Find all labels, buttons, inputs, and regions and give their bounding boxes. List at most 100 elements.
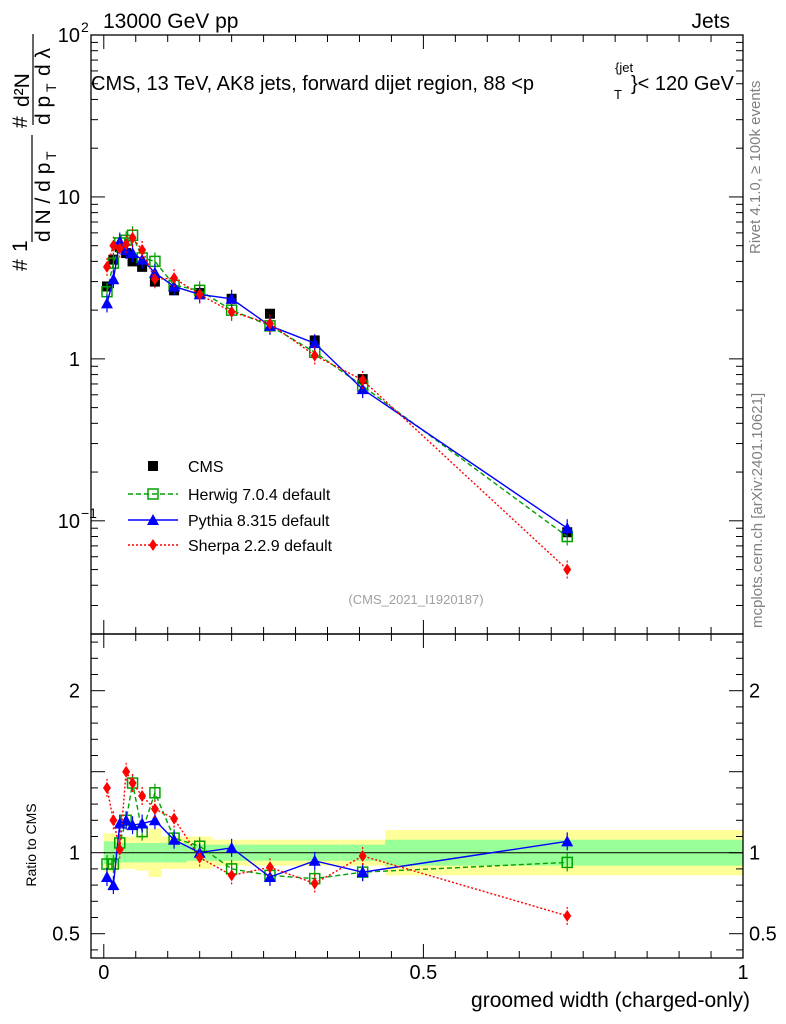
y-tick-label: 10 [58, 511, 80, 533]
data-point-sherpa [115, 843, 124, 856]
data-point-sherpa [265, 861, 274, 874]
ratio-y-axis-label: Ratio to CMS [23, 803, 39, 886]
data-point-pythia [100, 297, 113, 309]
series-pythia [100, 811, 574, 895]
data-point-pythia [136, 817, 149, 829]
data-point-pythia [107, 879, 120, 891]
plot-title-sup: {jet [615, 60, 633, 75]
data-point-sherpa [227, 305, 236, 318]
data-point-pythia [561, 835, 574, 847]
legend-label-herwig: Herwig 7.0.4 default [188, 487, 331, 504]
data-point-pythia [126, 819, 139, 831]
data-point-pythia [308, 854, 321, 866]
main-y-axis-label: # 1 d N / d p T # d²N d p T d λ [9, 34, 59, 271]
ratio-frame [90, 633, 744, 959]
y-tick-label: 10 [58, 25, 80, 47]
data-point-pythia [136, 253, 149, 265]
svg-text:1: 1 [9, 240, 32, 252]
svg-text:d N / d p: d N / d p [32, 163, 55, 242]
data-point-sherpa [115, 242, 124, 255]
data-point-pythia [168, 833, 181, 845]
ratio-y-tick-label: 1 [69, 843, 80, 865]
data-point-sherpa [358, 374, 367, 387]
data-point-pythia [107, 273, 120, 285]
svg-text:d²N: d²N [11, 73, 34, 107]
data-point-sherpa [128, 231, 137, 244]
data-point-sherpa [170, 812, 179, 825]
ratio-y-tick-label: 0.5 [52, 924, 80, 946]
x-tick-label: 0.5 [409, 962, 437, 984]
data-point-herwig [561, 856, 573, 869]
ratio-y-tick-label-right: 0.5 [749, 924, 777, 946]
plot-title: CMS, 13 TeV, AK8 jets, forward dijet reg… [91, 60, 735, 102]
data-point-pythia [225, 841, 238, 853]
legend-label-cms: CMS [188, 459, 224, 476]
y-tick-exponent: 2 [81, 19, 89, 35]
series-line-sherpa [106, 236, 568, 571]
data-point-sherpa [563, 563, 572, 576]
data-point-sherpa [122, 765, 131, 778]
x-axis-label: groomed width (charged-only) [471, 989, 750, 1012]
data-point-pythia [148, 814, 161, 826]
legend-marker-sherpa [149, 539, 157, 551]
energy-label: 13000 GeV pp [103, 10, 238, 33]
data-point-pythia [263, 871, 276, 882]
data-point-pythia [225, 292, 238, 304]
data-point-sherpa [195, 851, 204, 864]
legend-marker-cms [148, 461, 158, 471]
data-point-pythia [356, 866, 369, 878]
legend-label-sherpa: Sherpa 2.2.9 default [188, 538, 333, 555]
rivet-version-label: Rivet 4.1.0, ≥ 100k events [747, 81, 764, 254]
svg-text:#: # [9, 259, 32, 271]
data-point-sherpa [109, 814, 118, 827]
plot-title-sub: T [614, 87, 622, 102]
data-point-sherpa [150, 802, 159, 815]
data-point-sherpa [128, 777, 137, 790]
data-point-sherpa [102, 260, 111, 273]
data-point-herwig [149, 787, 161, 799]
data-point-sherpa [138, 790, 147, 802]
ratio-y-tick-label-right: 1 [749, 843, 760, 865]
analysis-id: (CMS_2021_I1920187) [348, 592, 483, 607]
y-tick-exponent: −1 [81, 505, 97, 521]
svg-text:T: T [43, 83, 59, 92]
data-point-herwig [107, 858, 120, 870]
data-point-pythia [308, 337, 321, 349]
data-point-pythia [148, 266, 161, 278]
series-sherpa [102, 228, 572, 579]
data-point-pythia [120, 814, 133, 826]
y-tick-label: 1 [69, 349, 80, 371]
data-point-sherpa [227, 869, 236, 882]
data-point-sherpa [265, 317, 274, 330]
legend-label-pythia: Pythia 8.315 default [188, 513, 330, 530]
data-point-sherpa [109, 239, 118, 252]
legend-entry-herwig: Herwig 7.0.4 default [128, 487, 331, 504]
x-tick-label: 0 [98, 962, 109, 984]
data-point-sherpa [563, 909, 572, 922]
data-point-sherpa [122, 238, 131, 251]
legend: CMS Herwig 7.0.4 default Pythia 8.315 defa… [128, 459, 333, 555]
data-point-sherpa [138, 244, 147, 257]
plot-title-main: CMS, 13 TeV, AK8 jets, forward dijet reg… [91, 73, 534, 95]
ratio-y-tick-label: 2 [69, 681, 80, 703]
series-herwig [101, 226, 573, 546]
mcplots-label: mcplots.cern.ch [arXiv:2401.10621] [749, 393, 766, 628]
series-sherpa [102, 762, 572, 925]
data-point-sherpa [310, 349, 319, 362]
svg-text:#: # [9, 116, 32, 128]
data-point-pythia [126, 247, 139, 259]
data-point-pythia [113, 817, 126, 829]
legend-entry-sherpa: Sherpa 2.2.9 default [128, 538, 333, 555]
svg-text:T: T [43, 151, 59, 160]
data-point-pythia [100, 871, 113, 882]
legend-entry-cms: CMS [148, 459, 224, 476]
data-point-pythia [561, 522, 574, 534]
legend-marker-pythia [147, 514, 159, 525]
data-point-sherpa [310, 877, 319, 890]
data-point-sherpa [358, 849, 367, 862]
ratio-y-tick-label-right: 2 [749, 681, 760, 703]
process-label: Jets [691, 10, 730, 33]
data-point-sherpa [170, 272, 179, 285]
legend-marker-herwig [147, 488, 159, 500]
